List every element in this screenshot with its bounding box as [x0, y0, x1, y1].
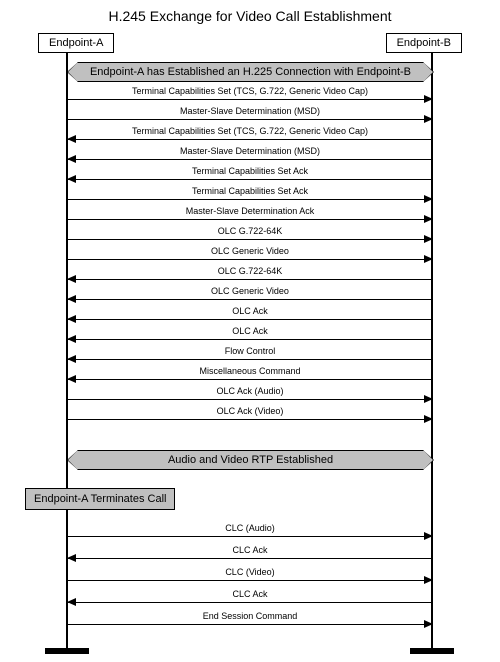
message-label: Terminal Capabilities Set (TCS, G.722, G…	[68, 126, 432, 136]
message-label: End Session Command	[68, 611, 432, 621]
endpoint-a-box: Endpoint-A	[38, 33, 114, 53]
arrow-right-icon	[424, 195, 433, 203]
message-label: Flow Control	[68, 346, 432, 356]
arrow-left-icon	[67, 554, 76, 562]
arrow-right-icon	[424, 576, 433, 584]
lifeline-a-end	[45, 648, 89, 654]
message-label: OLC Ack	[68, 326, 432, 336]
message-label: OLC Generic Video	[68, 246, 432, 256]
message-label: CLC (Audio)	[68, 523, 432, 533]
message-label: Terminal Capabilities Set Ack	[68, 186, 432, 196]
message-label: CLC Ack	[68, 589, 432, 599]
arrow-right-icon	[424, 115, 433, 123]
sequence-diagram: H.245 Exchange for Video Call Establishm…	[0, 0, 500, 662]
message-label: CLC (Video)	[68, 567, 432, 577]
message-label: Terminal Capabilities Set (TCS, G.722, G…	[68, 86, 432, 96]
arrow-right-icon	[424, 620, 433, 628]
diagram-title: H.245 Exchange for Video Call Establishm…	[0, 8, 500, 24]
banner-connection-established: Endpoint-A has Established an H.225 Conn…	[77, 62, 424, 82]
arrow-left-icon	[67, 175, 76, 183]
arrow-right-icon	[424, 415, 433, 423]
arrow-left-icon	[67, 275, 76, 283]
arrow-left-icon	[67, 155, 76, 163]
arrow-right-icon	[424, 532, 433, 540]
arrow-left-icon	[67, 375, 76, 383]
arrow-left-icon	[67, 355, 76, 363]
banner-rtp-label: Audio and Video RTP Established	[168, 454, 333, 466]
arrow-right-icon	[424, 235, 433, 243]
arrow-left-icon	[67, 135, 76, 143]
endpoint-b-box: Endpoint-B	[386, 33, 462, 53]
message-label: OLC G.722-64K	[68, 226, 432, 236]
arrow-left-icon	[67, 598, 76, 606]
banner-connection-label: Endpoint-A has Established an H.225 Conn…	[90, 66, 411, 78]
message-label: OLC Ack (Video)	[68, 406, 432, 416]
message-label: OLC Ack (Audio)	[68, 386, 432, 396]
message-label: OLC G.722-64K	[68, 266, 432, 276]
message-label: Master-Slave Determination (MSD)	[68, 146, 432, 156]
message-label: Master-Slave Determination (MSD)	[68, 106, 432, 116]
arrow-right-icon	[424, 395, 433, 403]
arrow-left-icon	[67, 315, 76, 323]
note-terminate-call: Endpoint-A Terminates Call	[25, 488, 175, 510]
arrow-left-icon	[67, 335, 76, 343]
message-label: OLC Generic Video	[68, 286, 432, 296]
lifeline-b-end	[410, 648, 454, 654]
message-label: Terminal Capabilities Set Ack	[68, 166, 432, 176]
message-label: OLC Ack	[68, 306, 432, 316]
message-label: CLC Ack	[68, 545, 432, 555]
arrow-right-icon	[424, 215, 433, 223]
message-label: Miscellaneous Command	[68, 366, 432, 376]
note-terminate-label: Endpoint-A Terminates Call	[34, 493, 166, 505]
banner-rtp-established: Audio and Video RTP Established	[77, 450, 424, 470]
arrow-right-icon	[424, 95, 433, 103]
message-label: Master-Slave Determination Ack	[68, 206, 432, 216]
arrow-left-icon	[67, 295, 76, 303]
arrow-right-icon	[424, 255, 433, 263]
